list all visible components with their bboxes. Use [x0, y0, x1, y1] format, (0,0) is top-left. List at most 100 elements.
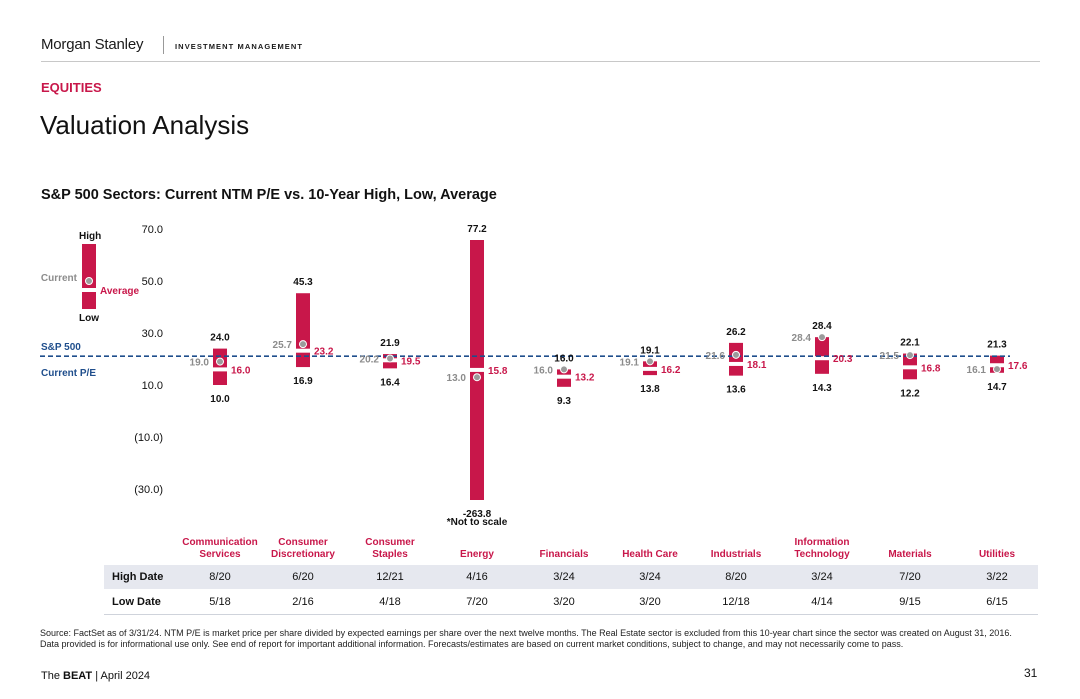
brand-logo: Morgan Stanley	[41, 36, 144, 53]
range-bar-lower	[903, 369, 917, 380]
section-label: EQUITIES	[41, 80, 102, 95]
low-date-cell: 4/18	[379, 596, 401, 608]
sector-label-line2: Utilities	[979, 549, 1016, 560]
high-date-cell: 3/24	[553, 571, 575, 583]
range-bar-lower	[729, 365, 743, 376]
low-date-cell: 6/15	[986, 596, 1008, 608]
range-bar-lower	[296, 352, 310, 368]
y-tick-label: 10.0	[142, 380, 163, 392]
brand-separator	[163, 36, 164, 54]
low-date-cell: 12/18	[722, 596, 750, 608]
source-note: Source: FactSet as of 3/31/24. NTM P/E i…	[40, 628, 1012, 649]
high-date-cell: 6/20	[292, 571, 314, 583]
high-date-cell: 12/21	[376, 571, 404, 583]
range-bar-upper	[903, 353, 917, 366]
average-value-label: 18.1	[747, 360, 767, 371]
average-value-label: 19.5	[401, 356, 421, 367]
publication-prefix: The	[41, 670, 64, 682]
current-value-label: 21.5	[880, 351, 900, 362]
legend-average-label: Average	[100, 286, 140, 297]
sector-label-line2: Services	[199, 549, 241, 560]
y-tick-label: 70.0	[142, 224, 163, 236]
legend-low-bar	[82, 292, 96, 309]
current-value-label: 28.4	[792, 333, 812, 344]
low-date-cell: 9/15	[899, 596, 921, 608]
average-value-label: 16.8	[921, 363, 941, 374]
current-marker	[818, 333, 826, 342]
legend-current-label: Current	[41, 273, 78, 284]
range-bar-lower	[383, 362, 397, 369]
high-value-label: 26.2	[726, 327, 746, 338]
range-bar-lower	[470, 371, 484, 500]
range-bar-lower	[643, 370, 657, 376]
low-date-cell: 3/20	[639, 596, 661, 608]
high-date-label: High Date	[112, 571, 164, 583]
sector-label-line1: Consumer	[278, 537, 328, 548]
high-date-cell: 3/24	[811, 571, 833, 583]
publication-date: | April 2024	[92, 670, 151, 682]
current-value-label: 19.0	[190, 358, 210, 369]
average-value-label: 15.8	[488, 366, 508, 377]
high-date-cell: 3/22	[986, 571, 1008, 583]
low-value-label: 13.6	[726, 385, 746, 396]
high-date-cell: 4/16	[466, 571, 488, 583]
sector-label-line2: Discretionary	[271, 549, 335, 560]
range-bar-upper	[990, 355, 1004, 364]
sector-label-line2: Staples	[372, 549, 408, 560]
current-value-label: 16.1	[967, 365, 987, 376]
sector-label-line2: Industrials	[711, 549, 762, 560]
current-marker	[646, 357, 654, 366]
average-value-label: 13.2	[575, 373, 595, 384]
range-bar-upper	[296, 293, 310, 349]
high-date-cell: 8/20	[209, 571, 231, 583]
date-table: High Date 8/20 6/20 12/21 4/16 3/24 3/24 8/20 3…	[104, 563, 1038, 615]
legend-low-label: Low	[79, 313, 99, 324]
page-number: 31	[1024, 666, 1038, 680]
average-value-label: 16.2	[661, 365, 681, 376]
header-rule	[41, 61, 1040, 62]
publication-name: BEAT	[63, 670, 93, 682]
sector-label-line1: Consumer	[365, 537, 415, 548]
average-value-label: 23.2	[314, 347, 334, 358]
current-marker	[299, 340, 307, 349]
chart-title: S&P 500 Sectors: Current NTM P/E vs. 10-…	[41, 187, 497, 203]
range-bar-lower	[557, 378, 571, 387]
high-date-cell: 7/20	[899, 571, 921, 583]
current-value-label: 13.0	[447, 373, 467, 384]
low-value-label: 13.8	[640, 384, 660, 395]
current-value-label: 20.2	[360, 354, 380, 365]
sector-label-line2: Technology	[794, 549, 850, 560]
low-value-label: 12.2	[900, 388, 920, 399]
current-value-label: 25.7	[273, 340, 293, 351]
high-value-label: 28.4	[812, 321, 832, 332]
not-to-scale-note: *Not to scale	[447, 517, 508, 528]
current-marker	[560, 365, 568, 374]
low-value-label: 10.0	[210, 394, 230, 405]
low-date-label: Low Date	[112, 596, 161, 608]
sp500-current-pe-label: Current P/E	[41, 368, 96, 379]
current-marker	[906, 351, 914, 360]
brand-subtitle: INVESTMENT MANAGEMENT	[175, 42, 304, 51]
high-value-label: 19.1	[640, 345, 660, 356]
low-value-label: 14.7	[987, 382, 1007, 393]
sector-label-line2: Materials	[888, 549, 932, 560]
low-date-cell: 5/18	[209, 596, 231, 608]
low-date-row: Low Date 5/18 2/16 4/18 7/20 3/20 3/20 12/18 4/…	[104, 590, 1038, 615]
current-marker	[386, 354, 394, 363]
high-date-cell: 3/24	[639, 571, 661, 583]
high-value-label: 21.9	[380, 338, 400, 349]
y-tick-label: 30.0	[142, 328, 163, 340]
high-value-label: 77.2	[467, 224, 487, 235]
publication-footer: The BEAT | April 2024	[41, 670, 150, 682]
sector-label-line2: Health Care	[622, 549, 678, 560]
current-marker	[473, 373, 481, 382]
range-bar-upper	[470, 240, 484, 368]
sector-label-line1: Communication	[182, 537, 258, 548]
y-tick-label: 50.0	[142, 276, 163, 288]
low-date-cell: 7/20	[466, 596, 488, 608]
current-value-label: 16.0	[534, 365, 554, 376]
y-tick-label: (10.0)	[134, 432, 163, 444]
range-bar-upper	[815, 337, 829, 357]
average-value-label: 20.3	[833, 354, 853, 365]
